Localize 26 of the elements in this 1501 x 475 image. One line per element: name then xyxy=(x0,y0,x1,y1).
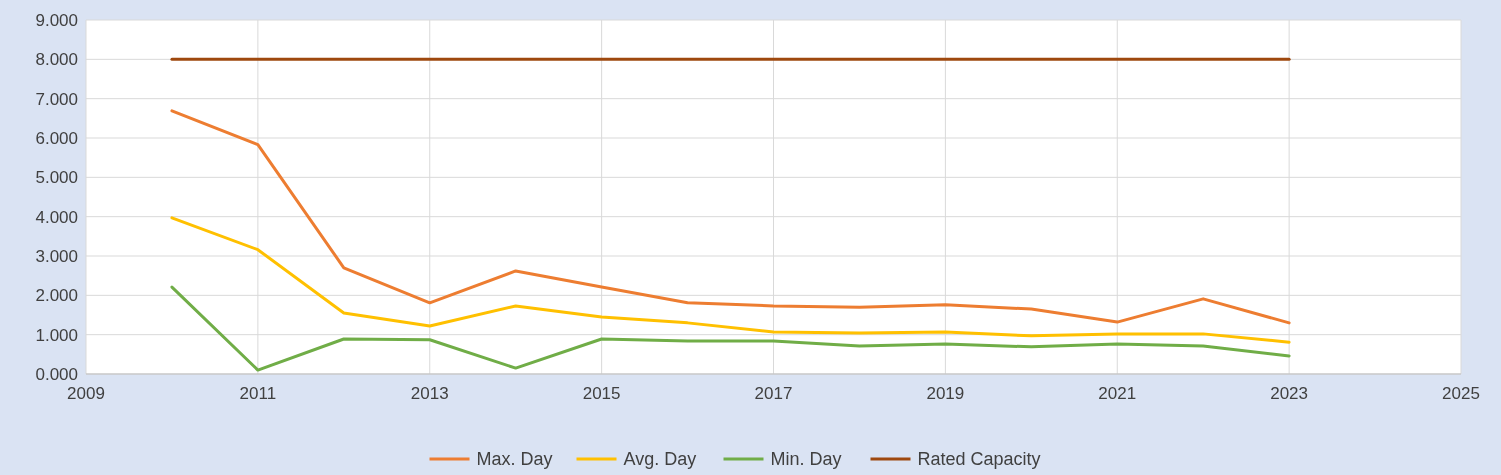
y-tick-label: 9.000 xyxy=(35,10,78,30)
y-tick-label: 4.000 xyxy=(35,207,78,227)
y-tick-label: 8.000 xyxy=(35,50,78,70)
y-tick-label: 6.000 xyxy=(35,128,78,148)
legend-label: Min. Day xyxy=(770,449,842,470)
x-tick-label: 2023 xyxy=(1270,384,1309,403)
y-tick-label: 1.000 xyxy=(35,325,78,345)
x-tick-label: 2021 xyxy=(1098,384,1137,403)
x-tick-label: 2013 xyxy=(410,384,449,403)
legend-label: Max. Day xyxy=(476,449,553,470)
x-tick-label: 2011 xyxy=(239,384,277,403)
x-tick-label: 2019 xyxy=(926,384,965,403)
y-tick-label: 7.000 xyxy=(35,89,78,109)
y-tick-label: 5.000 xyxy=(35,168,78,188)
x-tick-label: 2017 xyxy=(754,384,793,403)
x-tick-label: 2009 xyxy=(67,384,105,403)
line-series xyxy=(170,109,1291,325)
y-tick-label: 2.000 xyxy=(35,286,78,306)
line-series xyxy=(170,285,1291,372)
x-tick-label: 2025 xyxy=(1442,384,1480,403)
y-tick-label: 3.000 xyxy=(35,246,78,266)
legend-label: Rated Capacity xyxy=(917,449,1041,470)
x-tick-label: 2015 xyxy=(582,384,621,403)
line-series xyxy=(170,216,1291,344)
y-tick-label: 0.000 xyxy=(35,364,78,384)
legend-label: Avg. Day xyxy=(623,449,697,470)
